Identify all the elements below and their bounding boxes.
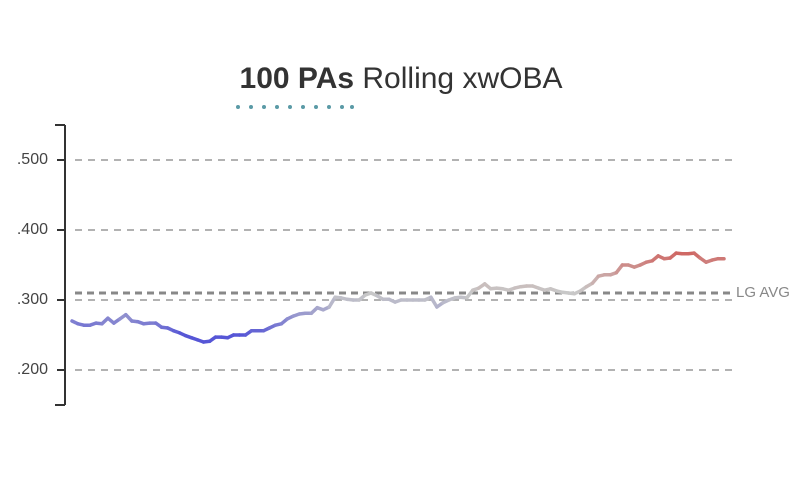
y-tick-label: .300 [17, 291, 48, 308]
line-segment [327, 295, 337, 309]
reference-label: LG AVG [736, 284, 790, 301]
chart-title: 100 PAs Rolling xwOBA [240, 62, 563, 95]
title-bold: 100 PAs [240, 62, 355, 95]
y-tick-label: .400 [17, 221, 48, 238]
y-axis [55, 124, 66, 406]
y-tick-label: .200 [17, 361, 48, 378]
title-rest: Rolling xwOBA [362, 62, 562, 95]
y-tick-label: .500 [17, 151, 48, 168]
line-segment [429, 295, 439, 309]
title-dots [236, 105, 354, 109]
